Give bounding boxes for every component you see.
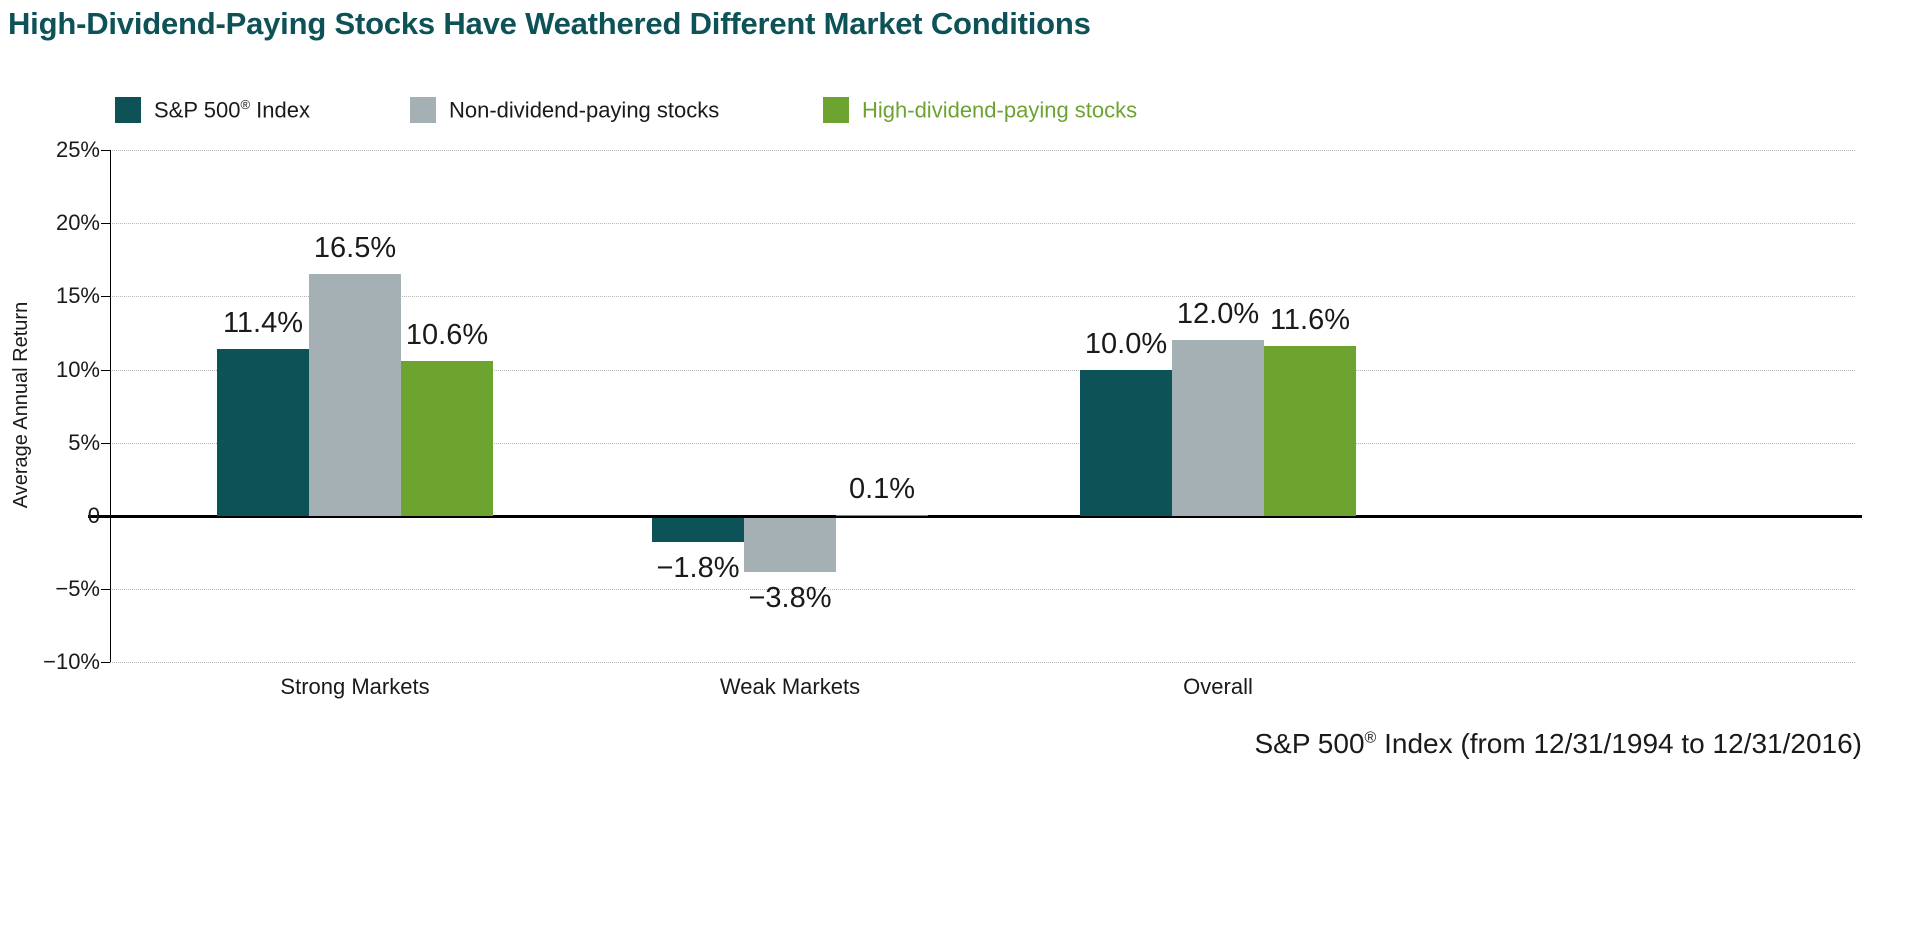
- y-tick-mark: [101, 223, 110, 225]
- legend-label-text: High-dividend-paying stocks: [862, 97, 1138, 123]
- legend-swatch-teal: [115, 97, 141, 123]
- y-tick-label: 5%: [68, 429, 100, 455]
- chart-title: High-Dividend-Paying Stocks Have Weather…: [8, 6, 1091, 41]
- bar-series0-cat0: [217, 349, 309, 516]
- gridline: [110, 589, 1855, 591]
- bar-series1-cat1: [744, 518, 836, 572]
- gridline: [110, 296, 1855, 298]
- registered-trademark-sup: ®: [240, 96, 251, 112]
- y-tick-label: 20%: [55, 210, 100, 236]
- category-label: Overall: [1183, 674, 1253, 699]
- bar-series1-cat0: [309, 274, 401, 516]
- bar-value-label: 12.0%: [1176, 298, 1260, 331]
- bar-value-label: 11.6%: [1269, 304, 1351, 337]
- gridline: [110, 662, 1855, 664]
- legend-label-text: S&P 500: [154, 97, 241, 123]
- y-axis-line: [110, 150, 111, 663]
- legend-label-non-dividend: Non-dividend-paying stocks: [449, 97, 719, 123]
- chart-source-note: S&P 500® Index (from 12/31/1994 to 12/31…: [1255, 728, 1863, 760]
- gridline: [110, 442, 1855, 444]
- legend-swatch-green: [823, 97, 849, 123]
- bar-value-label: −3.8%: [748, 581, 832, 614]
- bar-value-label: −1.8%: [656, 552, 740, 585]
- legend-item-sp500-index: S&P 500® Index: [115, 95, 310, 125]
- y-tick-mark: [101, 589, 110, 591]
- bar-value-label: 10.6%: [405, 318, 489, 351]
- registered-trademark-sup: ®: [1364, 729, 1377, 747]
- gridline: [110, 369, 1855, 371]
- legend-label-sp500-index: S&P 500® Index: [154, 97, 310, 123]
- y-tick-label: 10%: [55, 356, 100, 382]
- y-tick-mark: [101, 662, 110, 664]
- legend-label-text: Index: [250, 97, 310, 123]
- legend-swatch-gray: [410, 97, 436, 123]
- y-tick-label: −10%: [43, 649, 100, 675]
- bar-value-label: 10.0%: [1084, 327, 1168, 360]
- bar-series2-cat1: [836, 514, 928, 517]
- y-tick-mark: [101, 442, 110, 444]
- gridline: [110, 150, 1855, 151]
- bar-series1-cat2: [1172, 340, 1264, 516]
- y-tick-label: 0: [87, 503, 100, 528]
- legend-item-non-dividend: Non-dividend-paying stocks: [410, 95, 719, 125]
- y-tick-mark: [101, 516, 110, 517]
- y-tick-mark: [101, 296, 110, 298]
- legend-label-text: Non-dividend-paying stocks: [449, 97, 720, 123]
- category-label: Strong Markets: [280, 674, 430, 699]
- y-tick-label: 25%: [55, 137, 100, 162]
- bar-series0-cat1: [652, 518, 744, 543]
- footnote-text: Index (from 12/31/1994 to 12/31/2016): [1376, 728, 1862, 759]
- bar-series2-cat0: [401, 360, 493, 516]
- bar-value-label: 16.5%: [313, 232, 397, 265]
- footnote-text: S&P 500: [1254, 728, 1365, 759]
- y-tick-mark: [101, 150, 110, 151]
- legend-label-high-dividend: High-dividend-paying stocks: [862, 97, 1137, 123]
- y-tick-mark: [101, 369, 110, 371]
- legend: S&P 500® Index Non-dividend-paying stock…: [0, 95, 1917, 125]
- zero-axis-line: [88, 514, 1862, 518]
- y-tick-label: 15%: [55, 283, 100, 309]
- bar-value-label: 11.4%: [222, 307, 304, 340]
- bar-value-label: 0.1%: [848, 472, 916, 505]
- category-label: Weak Markets: [719, 674, 861, 699]
- bar-series2-cat2: [1264, 346, 1356, 516]
- bar-series0-cat2: [1080, 369, 1172, 516]
- legend-item-high-dividend: High-dividend-paying stocks: [823, 95, 1137, 125]
- y-tick-label: −5%: [55, 576, 100, 602]
- gridline: [110, 223, 1855, 225]
